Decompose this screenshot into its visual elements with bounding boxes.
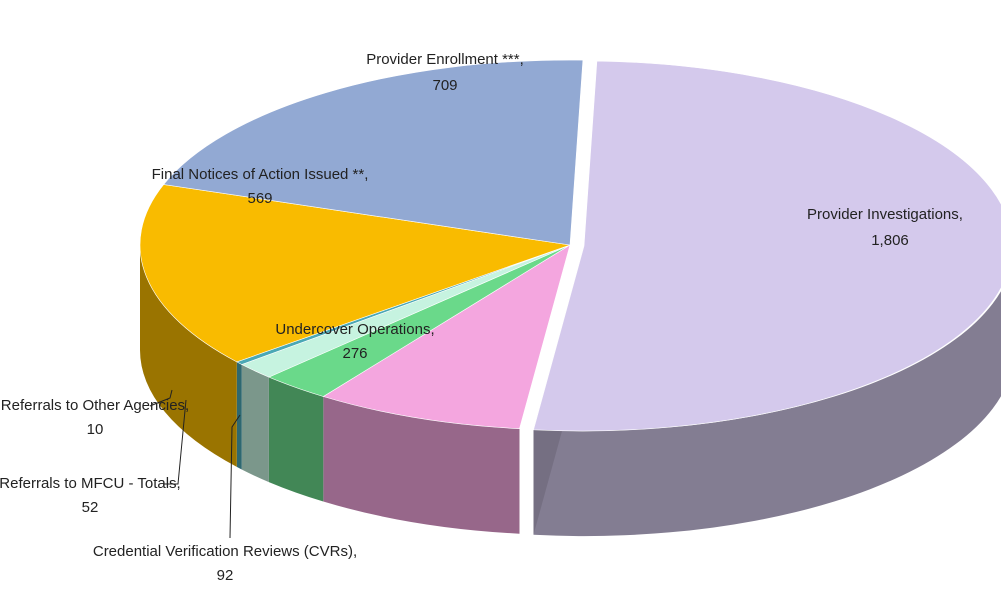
slice	[139, 184, 571, 363]
value-label: 92	[217, 567, 234, 584]
slice-label: Provider Investigations,	[807, 206, 963, 223]
value-label: 569	[247, 190, 272, 207]
slice-side	[241, 364, 269, 483]
value-label: 52	[82, 499, 99, 516]
slice-label: Provider Enrollment ***,	[366, 51, 524, 68]
slice-label: Referrals to MFCU - Totals,	[0, 475, 181, 492]
slice	[163, 59, 584, 246]
slice-label: Final Notices of Action Issued **,	[152, 166, 369, 183]
value-label: 709	[432, 77, 457, 94]
slice	[322, 244, 571, 430]
leader-line	[149, 389, 173, 407]
value-label: 276	[342, 345, 367, 362]
slice-label: Credential Verification Reviews (CVRs),	[93, 543, 357, 560]
slice-side	[268, 377, 324, 502]
slice-label: Undercover Operations,	[275, 321, 434, 338]
leader-line	[163, 399, 187, 485]
slice-side	[533, 291, 1001, 537]
leader-line	[229, 414, 241, 539]
slice-side	[323, 396, 520, 534]
slice	[533, 60, 1001, 432]
slice-label: Referrals to Other Agencies,	[1, 397, 189, 414]
slice-side	[140, 245, 237, 467]
value-label: 10	[87, 421, 104, 438]
value-label: 1,806	[871, 232, 909, 249]
